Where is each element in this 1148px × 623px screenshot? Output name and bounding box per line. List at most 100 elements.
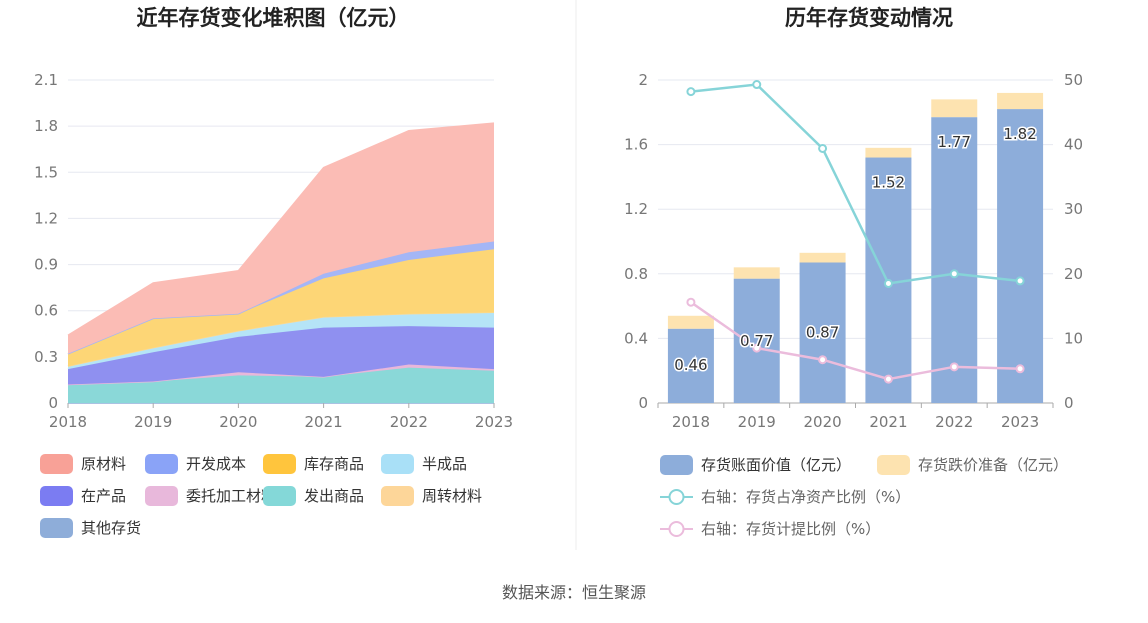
bar-data-label: 1.82 [1003,125,1036,143]
right-x-tick-label: 2020 [803,413,841,431]
legend-label: 开发成本 [186,455,246,473]
legend-item-存货跌价准备（亿元）[interactable]: 存货跌价准备（亿元） [877,455,1068,475]
right-y2-tick-label: 20 [1064,265,1083,283]
legend-item-右轴：存货计提比例（%）[interactable]: 右轴：存货计提比例（%） [660,520,880,538]
right-y-tick-label: 1.2 [624,200,648,218]
legend-swatch [145,486,178,506]
area-series-发出商品 [68,367,494,403]
legend-item-发出商品[interactable]: 发出商品 [263,486,364,506]
area-series-开发成本 [68,241,494,354]
bar-impairment-provision[interactable] [931,99,978,118]
line-point[interactable] [686,87,696,97]
right-x-tick-label: 2018 [672,413,710,431]
right-y2-tick-label: 50 [1064,71,1083,89]
legend-swatch [381,486,414,506]
bar-impairment-provision[interactable] [667,315,714,329]
legend-item-开发成本[interactable]: 开发成本 [145,454,246,474]
left-y-ticks: 0 0.3 0.6 0.9 1.2 1.5 1.8 2.1 [34,71,58,412]
right-x-tick-label: 2023 [1001,413,1039,431]
right-y2-tick-label: 10 [1064,329,1083,347]
bar-impairment-provision[interactable] [865,147,912,158]
bar-data-label: 1.52 [872,174,905,192]
line-point[interactable] [686,297,696,307]
legend-item-在产品[interactable]: 在产品 [40,486,126,506]
legend-item-原材料[interactable]: 原材料 [40,454,126,474]
line-point[interactable] [1015,364,1025,374]
left-y-tick-label: 1.8 [34,117,58,135]
left-areas [67,122,495,404]
legend-label: 委托加工材料 [186,487,276,505]
legend-swatch [660,455,693,475]
line-point[interactable] [818,143,828,153]
legend-item-其他存货[interactable]: 其他存货 [40,518,141,538]
left-y-tick-label: 0.3 [34,348,58,366]
legend-label: 库存商品 [304,455,364,473]
area-series-在产品 [68,326,494,385]
line-point[interactable] [883,374,893,384]
right-y-tick-label: 0.8 [624,265,648,283]
legend-swatch [145,454,178,474]
bar-impairment-provision[interactable] [799,252,846,263]
bar-book-value[interactable] [667,328,714,403]
line-point[interactable] [1015,276,1025,286]
legend-label: 其他存货 [81,519,141,537]
left-y-tick-label: 0.9 [34,256,58,274]
bar-impairment-provision[interactable] [997,92,1044,110]
legend-marker [668,521,685,537]
right-y2-tick-label: 0 [1064,394,1074,412]
legend-swatch [263,454,296,474]
right-x-tick-label: 2021 [869,413,907,431]
area-series-原材料 [68,123,494,354]
legend-swatch [40,454,73,474]
line-point[interactable] [949,269,959,279]
right-y-tick-label: 2 [638,71,648,89]
legend-swatch [40,486,73,506]
legend-label: 存货跌价准备（亿元） [918,456,1068,474]
legend-item-半成品[interactable]: 半成品 [381,454,467,474]
right-chart-title: 历年存货变动情况 [785,6,953,30]
area-edge-原材料 [67,122,495,336]
left-y-tick-label: 0 [48,394,58,412]
legend-label: 周转材料 [422,487,482,505]
right-y2-tick-label: 40 [1064,136,1083,154]
right-y2-tick-label: 30 [1064,200,1083,218]
bar-book-value[interactable] [997,109,1044,403]
legend-label: 右轴：存货计提比例（%） [701,520,880,538]
right-grid [658,79,1053,404]
left-x-tick-label: 2020 [219,413,257,431]
left-y-tick-label: 1.2 [34,209,58,227]
legend-item-存货账面价值（亿元）[interactable]: 存货账面价值（亿元） [660,455,851,475]
right-y-ticks: 0 0.4 0.8 1.2 1.6 2 [624,71,648,412]
line-point[interactable] [752,343,762,353]
legend-item-右轴：存货占净资产比例（%）[interactable]: 右轴：存货占净资产比例（%） [660,488,910,506]
bar-book-value[interactable] [733,278,780,403]
right-y2-ticks: 0 10 20 30 40 50 [1064,71,1083,412]
bar-data-label: 1.77 [938,133,971,151]
legend-item-委托加工材料[interactable]: 委托加工材料 [145,486,276,506]
line-point[interactable] [752,80,762,90]
right-x-tick-label: 2022 [935,413,973,431]
legend-item-库存商品[interactable]: 库存商品 [263,454,364,474]
line-point[interactable] [818,355,828,365]
line-ratio-to-net-assets [690,83,1021,285]
left-y-tick-label: 1.5 [34,163,58,181]
legend-label: 存货账面价值（亿元） [701,456,851,474]
bar-book-value[interactable] [799,262,846,403]
legend-label: 在产品 [81,487,126,505]
left-x-tick-label: 2023 [475,413,513,431]
line-point[interactable] [949,362,959,372]
bar-data-label: 0.87 [806,324,839,342]
left-x-ticks: 2018 2019 2020 2021 2022 2023 [49,403,513,431]
legend-item-周转材料[interactable]: 周转材料 [381,486,482,506]
left-x-tick-label: 2022 [390,413,428,431]
line-point[interactable] [883,278,893,288]
left-x-tick-label: 2019 [134,413,172,431]
right-legend: 存货账面价值（亿元） 存货跌价准备（亿元） 右轴：存货占净资产比例（%） 右轴：存货计… [660,455,1068,538]
left-y-tick-label: 2.1 [34,71,58,89]
right-y-tick-label: 0 [638,394,648,412]
bar-impairment-provision[interactable] [733,267,780,279]
bar-book-value[interactable] [931,117,978,404]
right-x-tick-label: 2019 [738,413,776,431]
